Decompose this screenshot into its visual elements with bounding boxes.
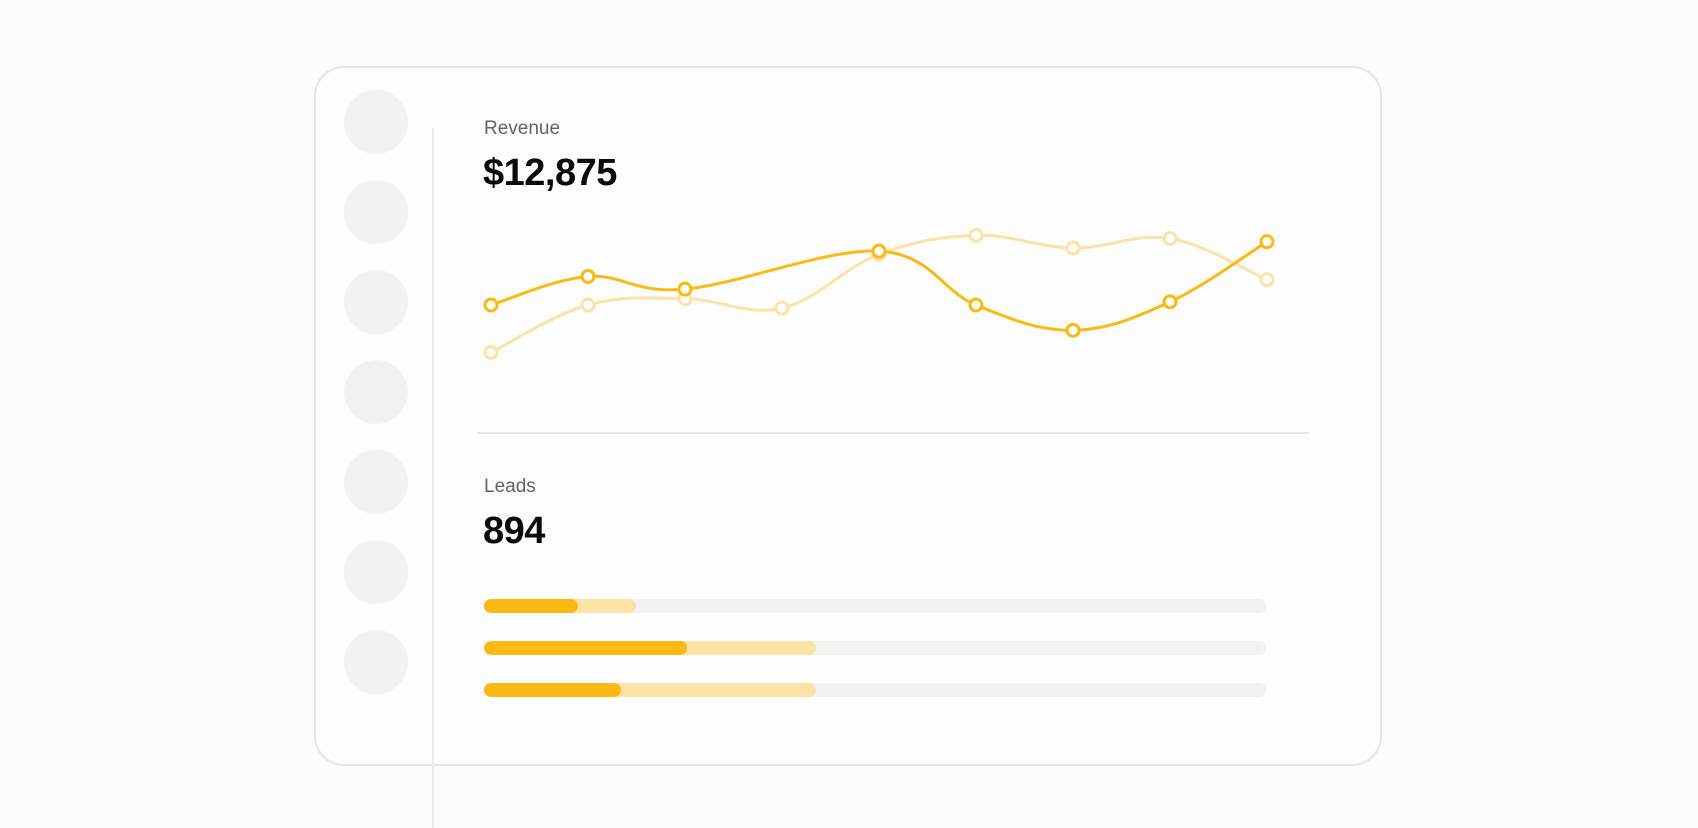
revenue-line-chart (483, 227, 1275, 360)
series-2-point-6 (968, 227, 984, 243)
series-1-point-8 (1259, 234, 1275, 250)
series-1-point-3 (677, 281, 693, 297)
sidebar-item-7[interactable] (344, 630, 408, 694)
revenue-label: Revenue (484, 118, 561, 139)
series-1-point-7 (1162, 294, 1178, 310)
section-divider (477, 432, 1309, 434)
sidebar-item-4[interactable] (344, 360, 408, 424)
series-2-point-9 (1259, 272, 1275, 288)
sidebar-item-1[interactable] (344, 90, 408, 154)
series-2-point-8 (1162, 231, 1178, 246)
dashboard-window (314, 66, 1382, 828)
leads-bar-3 (484, 683, 1266, 697)
sidebar-divider (432, 128, 434, 828)
series-1-point-2 (580, 269, 596, 284)
series-1-point-6 (1065, 322, 1081, 338)
series-1-point-4 (871, 243, 887, 259)
leads-label: Leads (484, 476, 536, 497)
leads-bar-1 (484, 599, 1266, 613)
sidebar-item-5[interactable] (344, 450, 408, 514)
sidebar-item-3[interactable] (344, 270, 408, 334)
series-1-line (489, 240, 1269, 332)
leads-value: 894 (483, 510, 545, 552)
series-2-point-1 (483, 345, 499, 360)
series-2-point-2 (580, 297, 596, 313)
leads-bar-2-primary (484, 641, 688, 655)
sidebar-item-6[interactable] (344, 540, 408, 604)
leads-bar-1-primary (484, 599, 578, 613)
series-1-point-5 (968, 297, 984, 313)
revenue-value: $12,875 (483, 152, 617, 194)
series-1-point-1 (483, 297, 499, 313)
series-2-point-4 (774, 300, 790, 316)
series-2-point-7 (1065, 240, 1081, 256)
sidebar-item-2[interactable] (344, 180, 408, 244)
leads-bar-3-primary (484, 683, 621, 697)
sidebar-rail (316, 68, 434, 764)
leads-bar-2 (484, 641, 1266, 655)
